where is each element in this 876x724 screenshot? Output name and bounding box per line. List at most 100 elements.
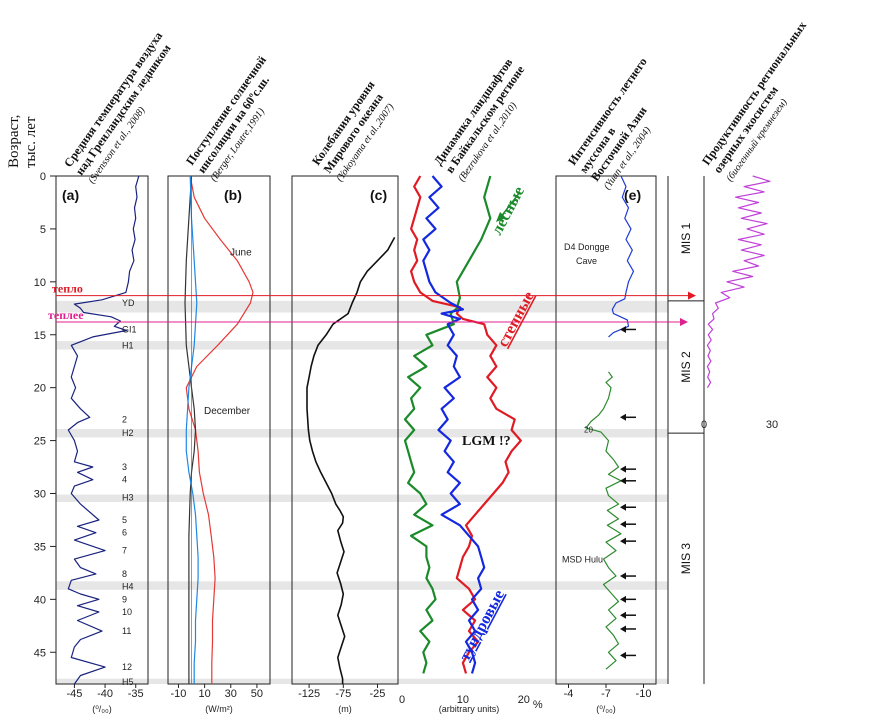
panel-c-frame [291, 175, 399, 685]
header-d-line-1: в Байкальском регионе [442, 62, 527, 175]
panel-c-unit: (m) [338, 704, 352, 714]
band-H5 [56, 678, 668, 684]
panel-a-xtick-label: -35 [128, 688, 144, 700]
panel-e-xtick-label: -10 [636, 688, 652, 700]
panel-e-arrow-icon [620, 595, 626, 603]
panel-a-event-H5: H5 [122, 677, 134, 687]
panel-b-label-june: June [230, 247, 252, 258]
age-tick-label: 0 [40, 171, 46, 183]
panel-c-xtick-label: -75 [335, 688, 351, 700]
panel-e-arrow-icon [620, 465, 626, 473]
panel-f-xtick-label: 30 [766, 419, 778, 431]
panel-f-series-0 [706, 175, 771, 389]
mis-stage-MIS-1: MIS 1 [679, 222, 693, 254]
panel-e-marker: 20 [584, 426, 593, 435]
panel-b-xtick-label: -10 [171, 688, 187, 700]
panel-e-label-hulu: MSD Hulu [562, 554, 603, 564]
panel-e-arrow-icon [620, 325, 626, 333]
warmer-label: теплее [48, 308, 84, 322]
age-tick-label: 35 [34, 541, 46, 553]
panel-a-event-H4: H4 [122, 582, 134, 592]
panel-e-arrow-icon [620, 572, 626, 580]
panel-a-series-0 [67, 175, 140, 685]
panel-b-xtick-label: 30 [225, 688, 237, 700]
panel-a-event-H2: H2 [122, 428, 134, 438]
panel-a-event-3: 3 [122, 462, 127, 472]
panel-d-series-2 [422, 175, 486, 674]
panel-b-tag: (b) [224, 187, 242, 203]
band-H1 [56, 341, 668, 350]
panel-a-event-YD: YD [122, 298, 135, 308]
band-YD [56, 300, 668, 313]
panel-a-event-2: 2 [122, 414, 127, 424]
panel-a-event-9: 9 [122, 594, 127, 604]
band-H3 [56, 494, 668, 502]
panel-e-tag: (e) [624, 187, 641, 203]
age-tick-label: 15 [34, 330, 46, 342]
panel-a-event-10: 10 [122, 607, 132, 617]
panel-a-tag: (a) [62, 187, 79, 203]
panel-b-xtick-label: 50 [251, 688, 263, 700]
panel-a-event-H1: H1 [122, 340, 134, 350]
event-bands [56, 300, 668, 684]
header-a-line-1: над Гренландским ледником [72, 42, 173, 178]
forest-arrow-icon [496, 212, 506, 222]
panel-b-series-2 [185, 175, 199, 684]
panel-c-series-0 [306, 237, 396, 684]
panel-e-series-0 [608, 175, 635, 338]
age-tick-label: 20 [34, 383, 46, 395]
panel-d-series-1 [410, 175, 522, 674]
panel-e-arrow-icon [620, 625, 626, 633]
age-tick-label: 25 [34, 436, 46, 448]
panel-a-event-7: 7 [122, 546, 127, 556]
panel-d-annotation-lgm: LGM !? [462, 434, 511, 449]
warmer-arrow-icon [680, 318, 688, 327]
label-tundra: тундровые [457, 587, 508, 664]
panel-d-xtick-unit: % [533, 699, 543, 711]
panel-d-unit: (arbitrary units) [439, 704, 500, 714]
panel-e-arrow-icon [620, 537, 626, 545]
panel-a-event-8: 8 [122, 569, 127, 579]
panel-b-label-december: December [204, 406, 251, 417]
mis-stage-MIS-3: MIS 3 [679, 543, 693, 575]
panel-d-xtick-label: 10 [457, 694, 469, 706]
panel-a-event-12: 12 [122, 662, 132, 672]
age-tick-label: 30 [34, 489, 46, 501]
label-forest: лесные [489, 184, 529, 238]
mis-stage-MIS-2: MIS 2 [679, 351, 693, 383]
panel-c-xtick-label: -125 [298, 688, 320, 700]
panel-a-event-H3: H3 [122, 493, 134, 503]
warm-label: тепло [52, 282, 83, 296]
panel-e-label-dongge: D4 Dongge [564, 242, 610, 252]
panel-e-arrow-icon [620, 503, 626, 511]
panel-e-xtick-label: -4 [564, 688, 574, 700]
panel-a-event-11: 11 [122, 626, 131, 636]
age-tick-label: 45 [34, 647, 46, 659]
panel-e-arrow-icon [620, 611, 626, 619]
column-headers: Возраст, тыс. лет Средняя температура возд… [6, 19, 809, 192]
panel-b-frame [167, 175, 271, 685]
panel-e-arrow-icon [620, 413, 626, 421]
age-tick-label: 40 [34, 594, 46, 606]
age-axis-title: Возраст, тыс. лет [6, 115, 39, 168]
panel-b-series-0 [185, 175, 254, 684]
panel-e-arrow-icon [620, 477, 626, 485]
panel-e-series-1 [585, 371, 622, 670]
band-H4 [56, 581, 668, 590]
age-tick-label: 10 [34, 277, 46, 289]
panel-d-series-0 [403, 175, 492, 674]
panel-e-arrow-icon [620, 651, 626, 659]
panel-a-event-5: 5 [122, 515, 127, 525]
panel-a-event-6: 6 [122, 528, 127, 538]
panel-c-xtick-label: -25 [370, 688, 386, 700]
panel-a-event-GI1: GI1 [122, 324, 137, 334]
panel-b-series-1 [184, 175, 197, 684]
panel-b-unit: (W/m²) [205, 704, 232, 714]
